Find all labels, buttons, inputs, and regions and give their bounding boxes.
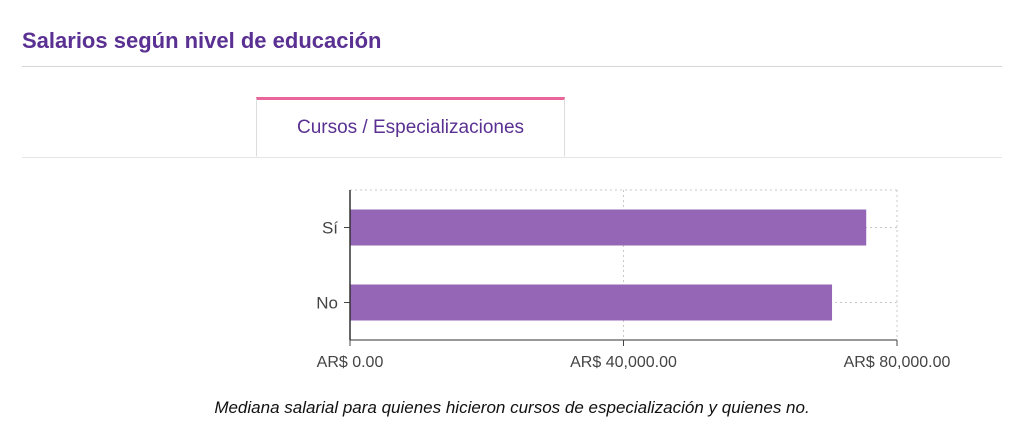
bar-2 — [350, 284, 833, 321]
x-tick-label: AR$ 40,000.00 — [570, 354, 677, 371]
tab-label: Cursos / Especializaciones — [296, 117, 525, 138]
y-tick-label: Sí — [322, 219, 338, 238]
title-divider — [22, 66, 1002, 67]
chart-caption: Mediana salarial para quienes hicieron c… — [214, 398, 810, 417]
x-tick-label: AR$ 80,000.00 — [844, 354, 951, 371]
x-tick-label: AR$ 0.00 — [317, 354, 384, 371]
tab-strip-divider — [22, 157, 1002, 158]
y-tick-label: No — [316, 294, 338, 313]
bar-1 — [350, 209, 867, 246]
tab-cursos-especializaciones[interactable]: Cursos / Especializaciones — [256, 97, 565, 157]
page-title: Salarios según nivel de educación — [22, 28, 382, 53]
